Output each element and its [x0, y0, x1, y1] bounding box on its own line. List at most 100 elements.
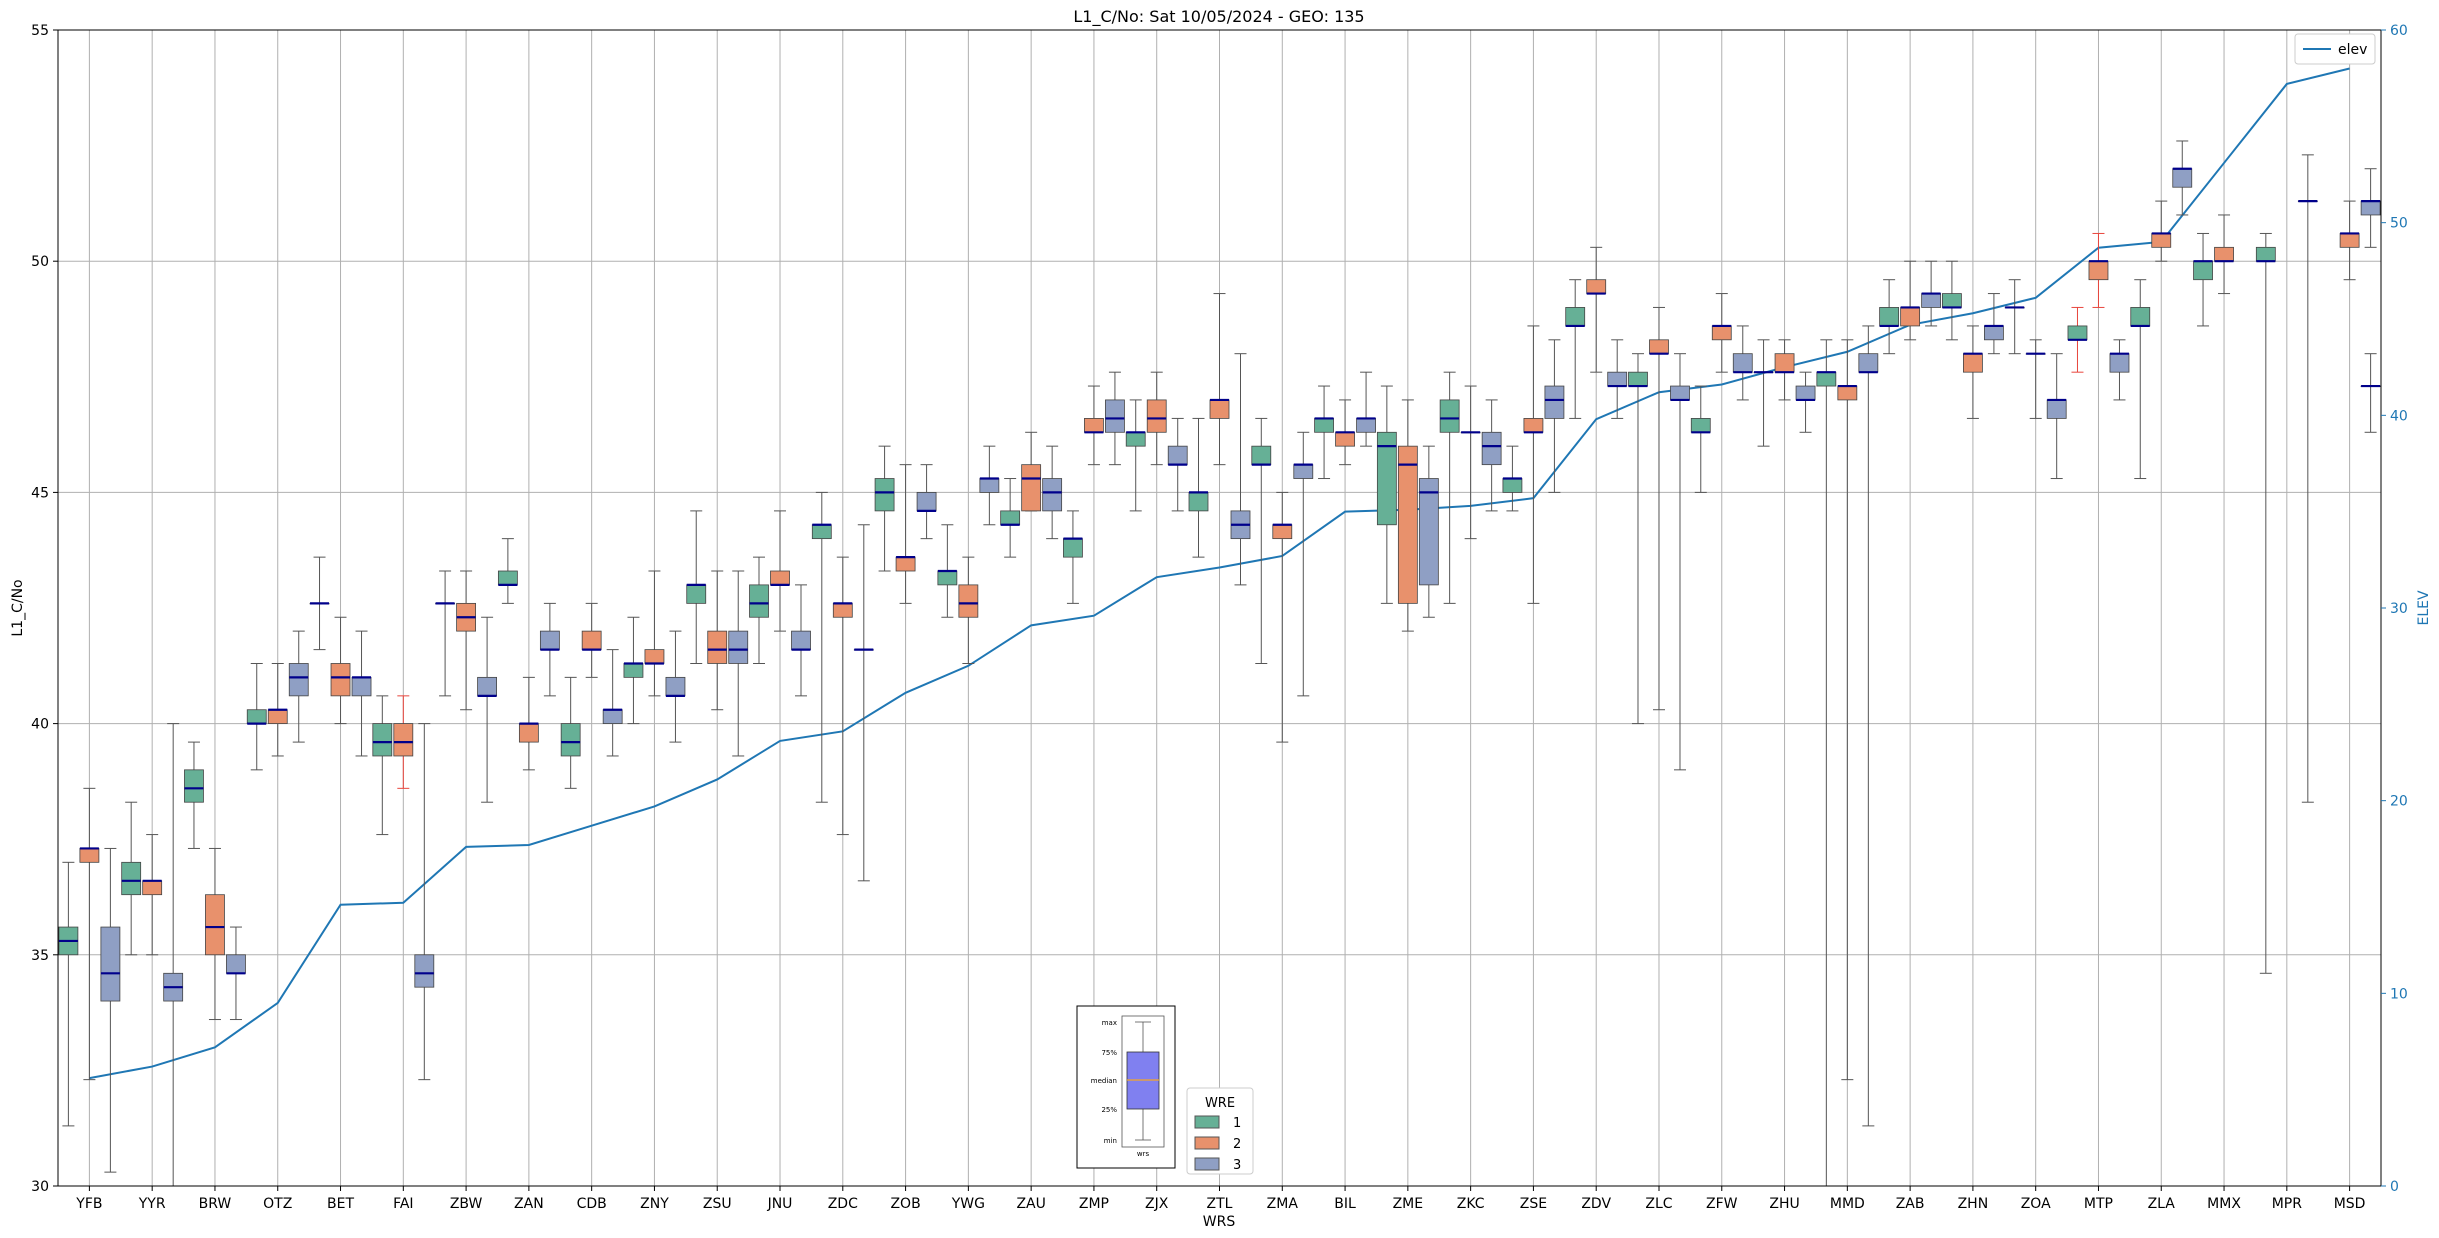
box-key-max: max: [1102, 1019, 1117, 1027]
x-tick-label: ZOA: [2021, 1196, 2051, 1212]
box-iqr: [477, 676, 497, 697]
box-plot: [184, 741, 204, 849]
y-tick-label: 35: [31, 948, 49, 964]
box-plot: [2151, 200, 2172, 262]
box-iqr: [916, 491, 937, 512]
box-iqr: [330, 663, 351, 697]
box-plot: [2255, 232, 2276, 974]
box-plot: [1628, 353, 1648, 725]
box-plot: [811, 491, 832, 803]
box-key-min: min: [1104, 1137, 1117, 1145]
box-plot: [707, 570, 728, 711]
box-plot: [1314, 385, 1334, 480]
box-plot: [2025, 339, 2046, 419]
box-iqr: [414, 954, 435, 988]
box-iqr: [226, 954, 246, 974]
x-tick-label: BIL: [1334, 1196, 1356, 1212]
box-plot: [1481, 399, 1502, 512]
box-iqr: [602, 709, 623, 725]
box-plot: [142, 834, 163, 956]
box-iqr: [874, 478, 895, 512]
y2-tick-label: 20: [2390, 794, 2408, 810]
box-plot: [2214, 214, 2234, 295]
box-plot: [1105, 371, 1125, 466]
box-plot: [644, 570, 665, 697]
x-tick-label: ZLA: [2148, 1196, 2176, 1212]
box-plot: [1356, 371, 1376, 447]
box-plot: [958, 556, 979, 664]
box-iqr: [832, 602, 853, 618]
x-tick-label: ZFW: [1706, 1196, 1738, 1212]
y2-tick-label: 40: [2390, 408, 2408, 424]
box-plot: [602, 649, 623, 757]
box-plot: [414, 723, 435, 1081]
box-plot: [1460, 385, 1481, 540]
x-tick-label: BET: [327, 1196, 354, 1212]
box-plot: [770, 510, 790, 632]
box-iqr: [2172, 168, 2193, 188]
box-plot: [1418, 445, 1439, 618]
box-plot: [1125, 399, 1146, 512]
box-plot: [2172, 140, 2193, 216]
y-tick-label: 45: [31, 485, 49, 501]
box-iqr: [539, 630, 560, 651]
box-iqr: [665, 676, 686, 697]
box-plot: [2193, 232, 2213, 327]
box-iqr: [1335, 431, 1355, 447]
box-plot: [1146, 371, 1167, 466]
box-plot: [79, 787, 100, 1081]
box-plot: [1711, 293, 1732, 373]
box-iqr: [1167, 445, 1188, 466]
box-iqr: [707, 630, 728, 664]
box-iqr: [1084, 418, 1104, 433]
box-iqr: [2151, 233, 2172, 248]
box-plot: [1272, 491, 1293, 743]
box-plot: [435, 570, 455, 697]
box-plot: [1063, 510, 1083, 604]
box-iqr: [2339, 233, 2360, 248]
box-plot: [686, 510, 707, 664]
x-tick-label: MMD: [1830, 1196, 1865, 1212]
box-plot: [1293, 431, 1314, 697]
y-tick-label: 30: [31, 1179, 49, 1195]
box-iqr: [644, 649, 665, 664]
box-iqr: [142, 880, 163, 896]
box-iqr: [351, 676, 372, 697]
box-iqr: [1900, 307, 1921, 327]
box-iqr: [749, 584, 769, 618]
box-plot: [2360, 168, 2381, 248]
box-iqr: [1502, 478, 1523, 493]
box-iqr: [1607, 371, 1628, 387]
box-iqr: [1397, 445, 1418, 604]
y2-tick-label: 10: [2390, 986, 2408, 1002]
box-iqr: [205, 894, 225, 956]
box-plot: [1963, 325, 1983, 419]
box-plot: [979, 445, 1000, 526]
box-iqr: [1523, 418, 1544, 433]
box-iqr: [937, 570, 958, 586]
box-plot: [832, 556, 853, 836]
box-plot: [497, 538, 518, 604]
box-plot: [728, 570, 749, 757]
box-iqr: [1670, 385, 1690, 401]
y-tick-label: 55: [31, 23, 49, 39]
x-tick-label: ZLC: [1645, 1196, 1672, 1212]
elev-legend: elev: [2294, 33, 2376, 65]
box-plot: [288, 630, 309, 743]
box-plot: [1021, 431, 1042, 512]
elevation-polyline: [89, 67, 2350, 1080]
box-iqr: [1125, 431, 1146, 447]
box-iqr: [1544, 385, 1565, 419]
box-plot: [581, 602, 602, 678]
box-plot: [351, 630, 372, 757]
box-plot: [2339, 200, 2360, 281]
box-plot: [1230, 353, 1251, 586]
x-tick-label: ZSU: [703, 1196, 732, 1212]
box-plot: [560, 676, 581, 789]
box-plot: [1879, 279, 1900, 355]
box-plot: [205, 847, 225, 1021]
box-iqr: [518, 723, 539, 743]
box-iqr: [497, 570, 518, 586]
box-key-q3: 75%: [1101, 1049, 1117, 1057]
box-iqr: [1921, 293, 1942, 308]
